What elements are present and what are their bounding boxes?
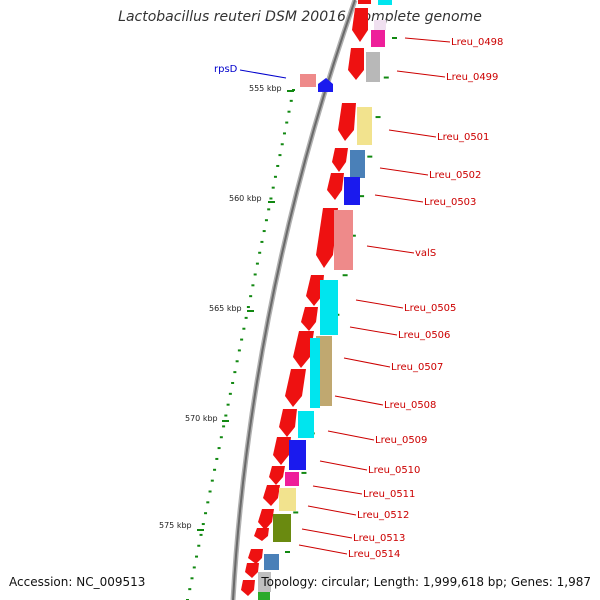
gene-arrow[interactable]	[248, 549, 263, 564]
gene-label[interactable]: Lreu_0509	[375, 435, 427, 446]
gene-block[interactable]	[289, 440, 306, 470]
gene-label[interactable]: Lreu_0514	[348, 549, 400, 560]
gene-block[interactable]	[374, 20, 386, 30]
gene-block[interactable]	[371, 30, 385, 47]
gene-arrow[interactable]	[316, 208, 338, 268]
gene-label[interactable]: Lreu_0505	[404, 303, 456, 314]
kbp-label-570: 570 kbp	[185, 414, 218, 423]
gene-block[interactable]	[357, 107, 372, 145]
gene-arrow[interactable]	[269, 466, 285, 485]
gene-arrow[interactable]	[285, 369, 306, 407]
gene-block[interactable]	[298, 411, 314, 438]
gene-block[interactable]	[264, 554, 279, 570]
accession-text: Accession: NC_009513	[9, 575, 146, 589]
gene-label[interactable]: Lreu_0501	[437, 132, 489, 143]
gene-block[interactable]	[273, 514, 291, 542]
rpsD-connector	[239, 69, 287, 79]
gene-arrow[interactable]	[241, 580, 255, 596]
gene-block[interactable]	[258, 572, 271, 592]
gene-block[interactable]	[350, 150, 365, 178]
gene-block[interactable]	[285, 472, 299, 486]
gene-block[interactable]	[318, 78, 333, 92]
gene-arrow[interactable]	[332, 148, 348, 172]
gene-label[interactable]: Lreu_0502	[429, 170, 481, 181]
gene-label[interactable]: Lreu_0511	[363, 489, 415, 500]
gene-block[interactable]	[334, 210, 353, 270]
gene-label[interactable]: Lreu_0512	[357, 510, 409, 521]
gene-label[interactable]: Lreu_0513	[353, 533, 405, 544]
gene-arrow[interactable]	[245, 563, 259, 578]
gene-block[interactable]	[279, 488, 296, 511]
gene-label[interactable]: Lreu_0498	[451, 37, 503, 48]
gene-label[interactable]: Lreu_0507	[391, 362, 443, 373]
gene-track-colored	[258, 0, 392, 600]
kbp-label-555: 555 kbp	[249, 84, 282, 93]
gene-label-rpsD[interactable]: rpsD	[214, 64, 238, 75]
gene-arrow[interactable]	[352, 8, 368, 42]
kbp-label-565: 565 kbp	[209, 304, 242, 313]
gene-arrow[interactable]	[348, 48, 364, 80]
gene-arrow[interactable]	[273, 437, 291, 465]
label-connectors	[298, 37, 451, 555]
gene-block[interactable]	[310, 338, 320, 408]
gene-arrow[interactable]	[301, 307, 318, 331]
gene-arrow[interactable]	[263, 485, 280, 506]
genome-summary-text: Topology: circular; Length: 1,999,618 bp…	[261, 575, 591, 589]
gene-arrow[interactable]	[293, 331, 314, 368]
gene-block[interactable]	[366, 52, 380, 82]
gene-arrow[interactable]	[358, 0, 371, 4]
gene-labels: Lreu_0498 Lreu_0499 Lreu_0501 Lreu_0502 …	[348, 37, 503, 560]
gene-arrow[interactable]	[306, 275, 324, 306]
gene-arrow[interactable]	[338, 103, 356, 141]
gene-track-red	[241, 0, 371, 596]
gene-label[interactable]: Lreu_0510	[368, 465, 420, 476]
map-title: Lactobacillus reuteri DSM 20016, complet…	[118, 9, 482, 25]
gene-label[interactable]: Lreu_0499	[446, 72, 498, 83]
tick-marks	[186, 37, 397, 600]
gene-arrow[interactable]	[327, 173, 344, 200]
gene-arrow[interactable]	[279, 409, 297, 437]
kbp-label-560: 560 kbp	[229, 194, 262, 203]
gene-block[interactable]	[300, 74, 316, 87]
gene-arrow[interactable]	[254, 528, 269, 541]
gene-label[interactable]: Lreu_0508	[384, 400, 436, 411]
kbp-label-575: 575 kbp	[159, 521, 192, 530]
gene-arrow[interactable]	[258, 509, 274, 530]
gene-block[interactable]	[258, 592, 270, 600]
gene-block[interactable]	[320, 280, 338, 335]
gene-label[interactable]: Lreu_0506	[398, 330, 450, 341]
gene-block[interactable]	[344, 177, 360, 205]
gene-block[interactable]	[378, 0, 392, 5]
gene-label[interactable]: valS	[415, 248, 436, 259]
gene-label[interactable]: Lreu_0503	[424, 197, 476, 208]
